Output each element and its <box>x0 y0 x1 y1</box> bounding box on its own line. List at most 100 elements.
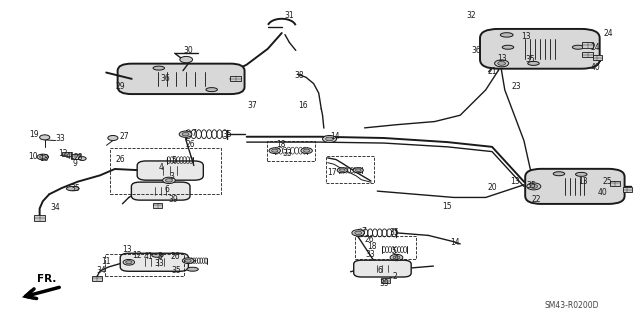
Text: 13: 13 <box>521 32 531 41</box>
Text: 24: 24 <box>604 28 613 38</box>
Text: 13: 13 <box>578 176 588 186</box>
Text: 35: 35 <box>390 228 399 237</box>
Circle shape <box>390 254 403 261</box>
Text: 6: 6 <box>164 185 170 194</box>
Text: 30: 30 <box>183 46 193 55</box>
Text: 37: 37 <box>248 100 257 110</box>
Text: 29: 29 <box>116 82 125 91</box>
Text: 35: 35 <box>525 56 535 64</box>
Circle shape <box>303 149 310 152</box>
Text: 26: 26 <box>170 252 180 261</box>
Circle shape <box>40 155 46 159</box>
Text: 33: 33 <box>154 259 164 268</box>
Text: 5: 5 <box>171 156 176 165</box>
Text: 25: 25 <box>603 176 612 186</box>
Bar <box>62 152 71 156</box>
Text: 7: 7 <box>361 227 366 236</box>
FancyBboxPatch shape <box>118 64 244 94</box>
Text: 27: 27 <box>120 132 129 141</box>
FancyBboxPatch shape <box>480 29 600 69</box>
Text: 19: 19 <box>29 130 38 139</box>
Text: 9: 9 <box>73 159 77 168</box>
Text: 26: 26 <box>365 235 374 244</box>
Text: 39: 39 <box>380 279 389 288</box>
Text: 36: 36 <box>471 46 481 55</box>
Bar <box>582 42 593 48</box>
FancyBboxPatch shape <box>354 260 411 277</box>
FancyBboxPatch shape <box>137 161 204 180</box>
Text: 18: 18 <box>276 140 286 149</box>
Text: 35: 35 <box>223 130 232 139</box>
Text: 31: 31 <box>285 11 294 20</box>
Ellipse shape <box>500 33 513 37</box>
Circle shape <box>269 148 280 153</box>
Text: 34: 34 <box>51 203 60 212</box>
Text: 41: 41 <box>66 152 76 161</box>
Circle shape <box>271 149 278 152</box>
Ellipse shape <box>575 172 587 176</box>
Text: 36: 36 <box>160 74 170 83</box>
Text: 33: 33 <box>282 149 292 158</box>
Text: 40: 40 <box>591 63 600 72</box>
Text: 28: 28 <box>74 153 83 162</box>
Bar <box>593 56 602 60</box>
Text: 8: 8 <box>157 252 163 261</box>
Circle shape <box>337 168 348 173</box>
Bar <box>326 156 374 183</box>
Text: 41: 41 <box>144 252 154 261</box>
Ellipse shape <box>152 253 163 257</box>
Text: 13: 13 <box>510 176 520 186</box>
Circle shape <box>301 148 312 153</box>
Ellipse shape <box>67 186 79 191</box>
Circle shape <box>108 136 118 141</box>
Text: 15: 15 <box>443 202 452 211</box>
Circle shape <box>323 136 337 142</box>
Text: 5: 5 <box>392 247 396 256</box>
Text: 13: 13 <box>497 55 506 63</box>
Text: 3: 3 <box>169 172 174 182</box>
Circle shape <box>326 137 333 141</box>
Circle shape <box>352 230 365 236</box>
Text: SM43-R0200D: SM43-R0200D <box>545 301 599 310</box>
Text: 7: 7 <box>191 129 196 138</box>
Circle shape <box>125 261 132 264</box>
Bar <box>381 278 390 283</box>
Circle shape <box>182 258 194 263</box>
Text: 26: 26 <box>116 155 125 164</box>
Text: 6: 6 <box>378 266 382 275</box>
Text: 35: 35 <box>70 184 80 193</box>
Circle shape <box>355 169 361 172</box>
Circle shape <box>339 169 345 172</box>
Bar <box>34 215 45 221</box>
Bar <box>104 254 184 276</box>
Circle shape <box>495 60 509 67</box>
Bar <box>355 236 415 259</box>
Text: FR.: FR. <box>38 274 57 285</box>
Text: 24: 24 <box>591 43 600 52</box>
Circle shape <box>79 157 86 160</box>
Text: 4: 4 <box>394 254 399 263</box>
Bar <box>623 187 632 192</box>
Text: 33: 33 <box>55 134 65 144</box>
Bar <box>153 203 162 208</box>
Circle shape <box>498 62 506 65</box>
Circle shape <box>527 183 541 190</box>
Circle shape <box>179 131 192 137</box>
Text: 10: 10 <box>28 152 37 161</box>
Circle shape <box>180 56 193 63</box>
Text: 13: 13 <box>39 154 49 163</box>
Circle shape <box>353 168 364 173</box>
Circle shape <box>40 135 50 140</box>
Bar <box>109 148 221 194</box>
Ellipse shape <box>153 66 164 70</box>
Text: 23: 23 <box>511 82 521 91</box>
Text: 12: 12 <box>132 251 142 260</box>
Circle shape <box>166 179 173 182</box>
Text: 38: 38 <box>295 71 305 80</box>
Bar <box>92 276 102 281</box>
Text: 22: 22 <box>531 195 541 204</box>
Text: 32: 32 <box>466 11 476 20</box>
Bar <box>71 154 80 159</box>
Circle shape <box>185 259 191 262</box>
Text: 40: 40 <box>598 188 608 197</box>
